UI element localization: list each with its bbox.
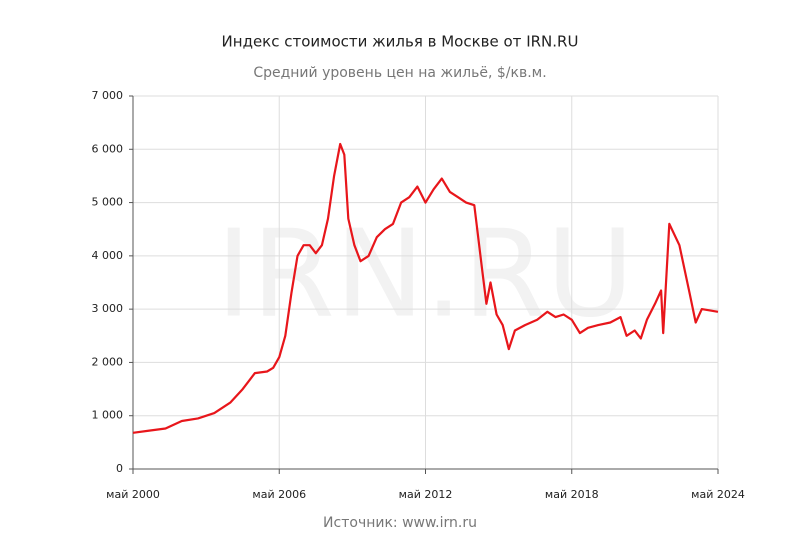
source: Источник: www.irn.ru [323, 515, 477, 531]
x-tick-label: май 2006 [252, 488, 306, 501]
y-tick-label: 0 [116, 462, 123, 475]
y-tick-label: 1 000 [92, 409, 124, 422]
y-tick-label: 2 000 [92, 355, 124, 368]
y-tick-label: 7 000 [92, 89, 124, 102]
y-tick-label: 5 000 [92, 196, 124, 209]
y-tick-label: 4 000 [92, 249, 124, 262]
y-tick-label: 6 000 [92, 142, 124, 155]
y-tick-label: 3 000 [92, 302, 124, 315]
x-tick-label: май 2024 [691, 488, 745, 501]
x-tick-label: май 2018 [545, 488, 599, 501]
x-tick-label: май 2000 [106, 488, 160, 501]
data-line [132, 142, 719, 434]
chart-subtitle: Средний уровень цен на жильё, $/кв.м. [253, 65, 546, 81]
x-tick-label: май 2012 [399, 488, 453, 501]
chart-title: Индекс стоимости жилья в Москве от IRN.R… [222, 33, 579, 51]
